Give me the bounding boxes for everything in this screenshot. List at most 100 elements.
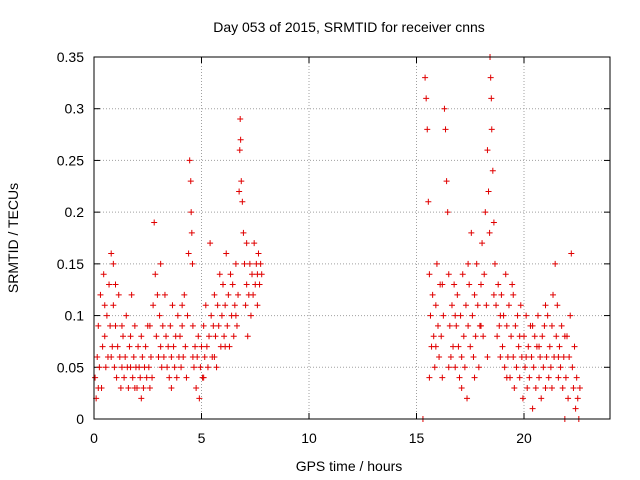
data-point	[184, 312, 191, 319]
data-point	[429, 291, 436, 298]
data-point	[173, 374, 180, 381]
data-point	[496, 322, 503, 329]
data-point	[531, 333, 538, 340]
data-point	[231, 302, 238, 309]
data-point	[200, 374, 207, 381]
data-point	[456, 374, 463, 381]
data-point	[488, 95, 495, 102]
data-point	[422, 74, 429, 81]
data-point	[207, 240, 214, 247]
data-point	[426, 271, 433, 278]
data-point	[558, 322, 565, 329]
data-point	[538, 395, 545, 402]
data-point	[430, 333, 437, 340]
data-point	[510, 291, 517, 298]
data-point	[186, 157, 193, 164]
data-point	[215, 322, 222, 329]
y-tick-label: 0.25	[57, 152, 84, 168]
data-point	[168, 384, 175, 391]
data-point	[574, 395, 581, 402]
data-point	[189, 260, 196, 267]
data-point	[164, 364, 171, 371]
data-point	[501, 364, 508, 371]
data-point	[196, 395, 203, 402]
data-point	[120, 333, 127, 340]
data-point	[203, 343, 210, 350]
data-point	[237, 116, 244, 123]
data-point	[197, 364, 204, 371]
data-point	[256, 281, 263, 288]
data-point	[474, 302, 481, 309]
data-point	[246, 260, 253, 267]
data-point	[441, 105, 448, 112]
data-point	[446, 322, 453, 329]
data-point	[459, 271, 466, 278]
data-point	[222, 302, 229, 309]
data-point	[135, 343, 142, 350]
data-point	[221, 333, 228, 340]
data-point	[556, 343, 563, 350]
data-point	[247, 312, 254, 319]
data-point	[471, 291, 478, 298]
data-point	[188, 229, 195, 236]
data-point	[131, 384, 138, 391]
data-point	[97, 291, 104, 298]
data-point	[211, 353, 218, 360]
data-point	[487, 74, 494, 81]
data-point	[223, 250, 230, 257]
data-point	[187, 178, 194, 185]
data-point	[131, 322, 138, 329]
data-point	[227, 271, 234, 278]
data-point	[195, 333, 202, 340]
data-point	[179, 322, 186, 329]
x-tick-label: 0	[90, 430, 98, 446]
data-point	[569, 364, 576, 371]
data-point	[127, 364, 134, 371]
data-point	[189, 322, 196, 329]
data-point	[516, 374, 523, 381]
data-point	[99, 343, 106, 350]
data-point	[542, 384, 549, 391]
data-point	[452, 364, 459, 371]
data-point	[108, 250, 115, 257]
data-point	[516, 333, 523, 340]
y-axis-label: SRMTID / TECUs	[5, 183, 21, 293]
data-point	[126, 343, 133, 350]
data-point	[115, 291, 122, 298]
data-point	[111, 364, 118, 371]
data-point	[484, 353, 491, 360]
x-tick-label: 5	[198, 430, 206, 446]
data-point	[129, 374, 136, 381]
data-point	[453, 322, 460, 329]
data-point	[460, 333, 467, 340]
data-point	[155, 353, 162, 360]
data-point	[255, 250, 262, 257]
y-tick-label: 0.05	[57, 359, 84, 375]
data-point	[484, 147, 491, 154]
data-point	[491, 260, 498, 267]
data-point	[483, 302, 490, 309]
data-point	[465, 322, 472, 329]
data-point	[243, 281, 250, 288]
data-point	[432, 343, 439, 350]
data-point	[128, 291, 135, 298]
data-point	[526, 374, 533, 381]
data-point	[170, 343, 177, 350]
data-point	[235, 291, 242, 298]
data-point	[241, 260, 248, 267]
data-point	[112, 281, 119, 288]
data-point	[112, 322, 119, 329]
data-point	[169, 302, 176, 309]
data-point	[427, 312, 434, 319]
data-point	[508, 333, 515, 340]
data-point	[488, 126, 495, 133]
data-point	[541, 322, 548, 329]
data-point	[433, 260, 440, 267]
y-tick-label: 0.15	[57, 256, 84, 272]
data-point	[107, 322, 114, 329]
data-point	[445, 364, 452, 371]
data-point	[523, 353, 530, 360]
data-point	[114, 343, 121, 350]
data-point	[511, 384, 518, 391]
chart-title: Day 053 of 2015, SRMTID for receiver cnn…	[213, 19, 485, 35]
